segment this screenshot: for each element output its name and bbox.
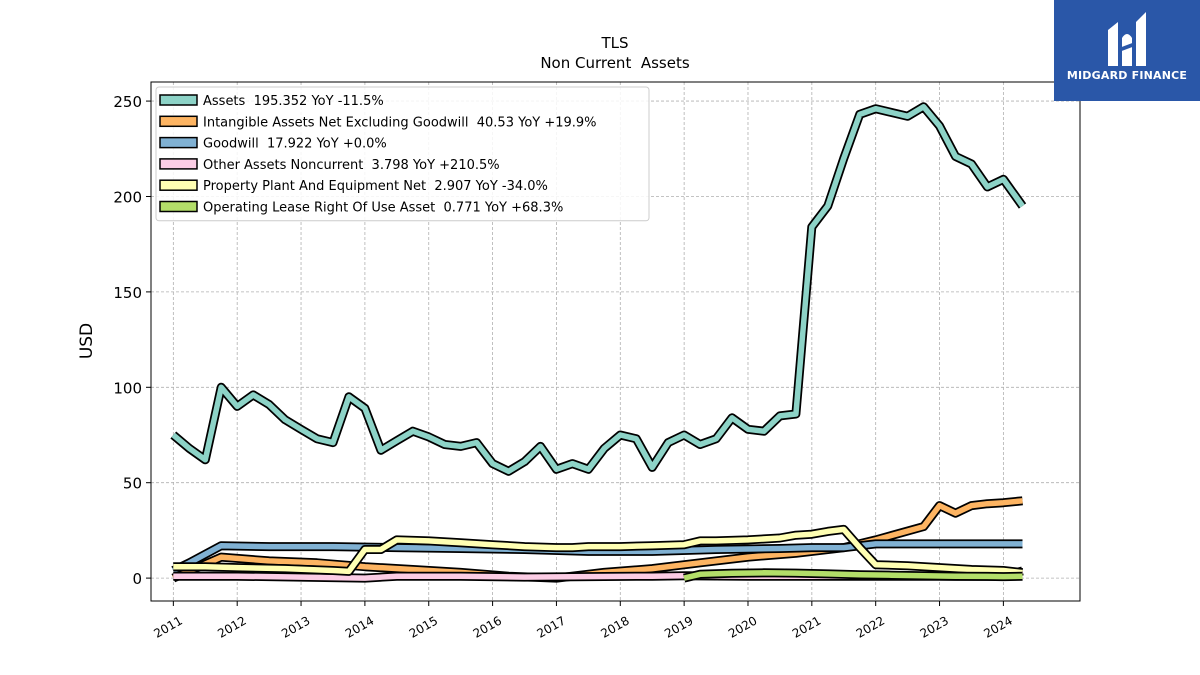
legend-label: Assets 195.352 YoY -11.5% bbox=[203, 94, 384, 109]
legend-swatch bbox=[159, 94, 198, 106]
legend: Assets 195.352 YoY -11.5% Intangible Asse… bbox=[155, 86, 650, 222]
series-line-0 bbox=[171, 104, 1025, 475]
y-ticks: 0 50 100 150 200 250 bbox=[113, 93, 151, 588]
logo-mark-icon bbox=[1108, 12, 1146, 66]
y-tick-label: 100 bbox=[113, 379, 142, 397]
y-tick-label: 50 bbox=[123, 475, 142, 493]
logo-text: MIDGARD FINANCE bbox=[1066, 69, 1188, 82]
x-ticks: 2011 2012 2013 2014 2015 2016 2017 2018 2019 2020… bbox=[151, 601, 1015, 641]
legend-label: Property Plant And Equipment Net 2.907 Y… bbox=[203, 179, 548, 194]
legend-label: Intangible Assets Net Excluding Goodwill… bbox=[203, 115, 597, 130]
x-tick-label: 2015 bbox=[407, 613, 440, 640]
chart-subtitle: Non Current Assets bbox=[540, 54, 690, 72]
legend-swatch bbox=[159, 115, 198, 128]
x-tick-label: 2020 bbox=[726, 613, 759, 640]
x-tick-label: 2011 bbox=[151, 613, 184, 640]
legend-swatch bbox=[159, 158, 198, 170]
midgard-finance-logo: MIDGARD FINANCE bbox=[1054, 0, 1200, 101]
x-tick-label: 2019 bbox=[662, 613, 695, 640]
legend-label: Other Assets Noncurrent 3.798 YoY +210.5… bbox=[203, 158, 500, 173]
x-tick-label: 2024 bbox=[981, 613, 1014, 640]
y-tick-label: 250 bbox=[113, 93, 142, 111]
x-tick-label: 2017 bbox=[534, 613, 567, 640]
y-tick-label: 150 bbox=[113, 284, 142, 302]
legend-box bbox=[155, 86, 650, 222]
series-line-5 bbox=[683, 570, 1023, 581]
x-tick-label: 2023 bbox=[918, 613, 951, 640]
x-tick-label: 2018 bbox=[598, 613, 631, 640]
x-tick-label: 2022 bbox=[854, 613, 887, 640]
plot-frame bbox=[150, 81, 1081, 602]
x-tick-label: 2021 bbox=[790, 613, 823, 640]
y-axis-label: USD bbox=[77, 323, 97, 359]
y-tick-label: 200 bbox=[113, 188, 142, 206]
legend-swatch bbox=[159, 179, 198, 191]
x-tick-label: 2016 bbox=[471, 613, 504, 640]
legend-label: Operating Lease Right Of Use Asset 0.771… bbox=[203, 201, 563, 216]
x-tick-label: 2014 bbox=[343, 613, 376, 640]
series-line-4 bbox=[173, 526, 1023, 576]
y-tick-label: 0 bbox=[132, 570, 142, 588]
chart-title: TLS bbox=[600, 34, 628, 52]
legend-swatch bbox=[159, 136, 198, 149]
x-tick-label: 2013 bbox=[279, 613, 312, 640]
legend-label: Goodwill 17.922 YoY +0.0% bbox=[203, 137, 387, 152]
x-tick-label: 2012 bbox=[215, 613, 248, 640]
legend-swatch bbox=[159, 200, 198, 213]
series-lines bbox=[170, 102, 1027, 583]
